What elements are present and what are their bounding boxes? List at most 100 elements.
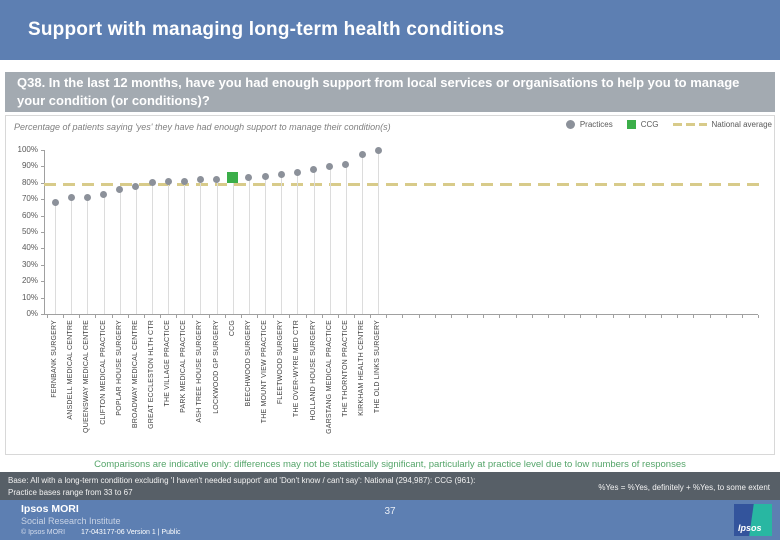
y-axis-label: 90% xyxy=(21,161,38,171)
drop-line xyxy=(297,172,299,314)
chart-legend: Practices CCG National average xyxy=(520,120,772,129)
x-axis-category-label: ASH TREE HOUSE SURGERY xyxy=(196,320,204,423)
y-axis-label: 20% xyxy=(21,276,38,286)
x-axis-category-label: POPLAR HOUSE SURGERY xyxy=(115,320,123,416)
x-axis-tick xyxy=(564,315,565,318)
x-axis-tick xyxy=(143,315,145,318)
copyright-text: © Ipsos MORI xyxy=(21,529,66,536)
x-axis-tick xyxy=(677,315,679,318)
legend-item-ccg: CCG xyxy=(626,120,659,129)
x-axis-category-label: THE OLD LINKS SURGERY xyxy=(374,320,382,414)
practice-dot xyxy=(261,172,269,180)
practice-dot xyxy=(213,176,221,184)
y-axis-label: 40% xyxy=(21,243,38,253)
x-axis-tick xyxy=(467,315,469,318)
practice-dot xyxy=(180,177,188,185)
page-title: Support with managing long-term health c… xyxy=(28,19,505,40)
x-axis-category-label: KIRKHAM HEALTH CENTRE xyxy=(358,320,365,416)
brand-block: Ipsos MORI Social Research Institute © I… xyxy=(21,503,181,536)
x-axis-tick xyxy=(321,315,323,318)
base-line-2: Practice bases range from 33 to 67 xyxy=(8,487,133,497)
x-axis-tick xyxy=(612,315,614,318)
practice-dot xyxy=(326,162,334,170)
yes-definition: %Yes = %Yes, definitely + %Yes, to some … xyxy=(598,483,770,492)
y-axis-tick xyxy=(41,297,44,299)
copyright-line: © Ipsos MORI 17-043177-06 Version 1 | Pu… xyxy=(21,529,181,536)
y-axis-tick xyxy=(41,150,44,151)
practice-dot xyxy=(196,176,204,184)
x-axis-tick xyxy=(515,315,517,318)
x-axis-tick xyxy=(160,315,161,318)
x-axis-category-label: HOLLAND HOUSE SURGERY xyxy=(309,320,317,421)
x-axis-category-label: BEECHWOOD SURGERY xyxy=(244,320,252,407)
y-axis-label: 30% xyxy=(21,259,38,269)
practice-dot xyxy=(67,194,75,202)
ccg-square-icon xyxy=(626,120,636,129)
y-axis-label: 70% xyxy=(21,194,38,204)
practice-dot xyxy=(164,177,172,185)
x-axis-tick xyxy=(547,315,549,318)
legend-label: Practices xyxy=(579,120,613,129)
x-axis-category-label: THE MOUNT VIEW PRACTICE xyxy=(261,320,269,424)
x-axis-tick xyxy=(402,315,404,318)
x-axis-category-label: PARK MEDICAL PRACTICE xyxy=(180,320,188,413)
legend-item-practices: Practices xyxy=(565,120,613,129)
version-text: 17-043177-06 Version 1 | Public xyxy=(81,529,181,536)
x-axis-category-label: FLEETWOOD SURGERY xyxy=(277,320,285,405)
page-number: 37 xyxy=(384,506,396,517)
x-axis-tick xyxy=(725,315,727,318)
x-axis-category-label: QUEENSWAY MEDICAL CENTRE xyxy=(83,320,91,433)
x-axis-tick xyxy=(386,315,388,318)
practice-dot xyxy=(116,185,124,193)
y-axis-tick xyxy=(41,199,44,201)
drop-line xyxy=(135,186,137,314)
x-axis-category-label: CCG xyxy=(228,320,236,337)
y-axis-label: 0% xyxy=(26,309,38,318)
x-axis-tick xyxy=(531,315,533,318)
drop-line xyxy=(313,169,315,314)
legend-label: CCG xyxy=(640,120,659,129)
x-axis-tick xyxy=(418,315,420,318)
x-axis-tick xyxy=(111,315,113,318)
y-axis-tick xyxy=(41,264,44,266)
ipsos-logo-text: Ipsos xyxy=(738,523,762,533)
y-axis-line xyxy=(44,150,45,314)
drop-line xyxy=(216,179,218,314)
practice-dot xyxy=(148,179,156,187)
x-axis-category-label: CLIFTON MEDICAL PRACTICE xyxy=(99,320,107,425)
x-axis-tick xyxy=(240,315,242,318)
legend-label: National average xyxy=(711,120,772,129)
brand-subtitle: Social Research Institute xyxy=(21,516,121,526)
x-axis-tick xyxy=(176,315,178,318)
drop-line xyxy=(232,177,234,314)
x-axis-line xyxy=(44,314,758,315)
x-axis-tick xyxy=(741,315,743,318)
x-axis-tick xyxy=(434,315,436,318)
practice-dot xyxy=(342,161,350,169)
drop-line xyxy=(329,166,331,314)
x-axis-tick xyxy=(192,315,194,318)
x-axis-tick xyxy=(46,315,48,318)
comparison-note: Comparisons are indicative only: differe… xyxy=(94,459,686,470)
practice-dot xyxy=(310,166,318,174)
y-axis-tick xyxy=(41,166,44,168)
national-average-line xyxy=(44,183,766,187)
x-axis-tick xyxy=(305,315,307,318)
x-axis-tick xyxy=(758,315,759,318)
drop-line xyxy=(378,150,380,314)
base-text: Base: All with a long-term condition exc… xyxy=(8,475,475,500)
practice-dot xyxy=(100,190,107,198)
x-axis-tick xyxy=(450,315,452,318)
drop-line xyxy=(103,194,105,314)
y-axis-tick xyxy=(41,232,44,233)
x-axis-tick xyxy=(596,315,598,318)
base-line-1: Base: All with a long-term condition exc… xyxy=(8,476,476,485)
drop-line xyxy=(345,164,347,314)
x-axis-tick xyxy=(127,315,129,318)
brand-name: Ipsos MORI xyxy=(21,503,79,515)
x-axis-tick xyxy=(79,315,81,318)
practice-dot xyxy=(358,151,366,159)
drop-line xyxy=(184,181,186,314)
practice-dot xyxy=(51,198,59,206)
x-axis-category-label: THE VILLAGE PRACTICE xyxy=(164,320,172,407)
